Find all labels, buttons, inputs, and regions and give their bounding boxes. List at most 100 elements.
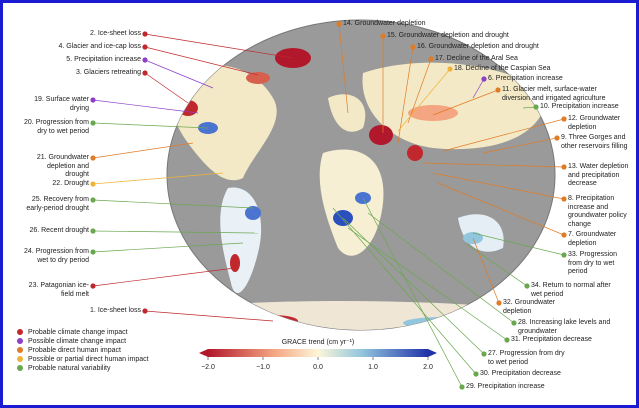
callout-label: 9. Three Gorges and other reservoirs fil… [561, 134, 628, 150]
callout-dot [533, 104, 539, 110]
leader-line [472, 78, 485, 99]
callout-dot [459, 384, 465, 390]
callout-dot [561, 252, 567, 258]
callout-dot [561, 232, 567, 238]
legend-item: Possible or partial direct human impact [17, 356, 149, 363]
callout-dot [90, 120, 96, 126]
legend-item: Possible climate change impact [17, 338, 126, 345]
leader-line [397, 46, 414, 144]
callout-label: 21. Groundwater depletion and drought [36, 154, 89, 178]
callout-label: 17. Decline of the Aral Sea [435, 55, 518, 62]
leader-line [367, 212, 515, 324]
callout-label: 27. Progression from dry to wet period [488, 350, 565, 366]
leader-line [464, 242, 528, 287]
callout-label: 20. Progression from dry to wet period [24, 119, 89, 135]
leader-line [362, 197, 463, 388]
callout-dot [511, 320, 517, 326]
leader-line [432, 172, 565, 200]
colorbar-title: GRACE trend (cm yr⁻¹) [282, 339, 355, 346]
callout-dot [561, 164, 567, 170]
leader-line [397, 68, 451, 132]
leader-line [338, 23, 349, 114]
map-layer: GRACE trend (cm yr⁻¹) −2.0 −1.0 0.0 1.0 2.0 [90, 19, 567, 390]
callout-label: 8. Precipitation increase and groundwate… [568, 195, 627, 228]
callout-dot [90, 155, 96, 161]
leader-line [432, 89, 499, 116]
colorbar-tick-label: 2.0 [423, 364, 433, 371]
callout-dot [380, 33, 386, 39]
callout-label: 15. Groundwater depletion and drought [387, 32, 509, 39]
callout-label: 23. Patagonian ice-field melt [28, 282, 89, 298]
callout-dot [90, 97, 96, 103]
colorbar-tick-label: −1.0 [256, 364, 270, 371]
callout-label: 10. Precipitation increase [540, 103, 619, 110]
callout-label: 12. Groundwater depletion [568, 115, 621, 131]
callout-label: 18. Decline of the Caspian Sea [454, 65, 551, 72]
callout-dot [473, 371, 479, 377]
callout-dot [496, 300, 502, 306]
callout-label: 16. Groundwater depletion and drought [417, 43, 539, 50]
colorbar-tick-label: −2.0 [201, 364, 215, 371]
leader-line [144, 33, 294, 59]
callout-label: 1. Ice-sheet loss [90, 307, 141, 314]
callout-dot [142, 44, 148, 50]
callout-label: 24. Progression from wet to dry period [24, 248, 89, 264]
legend-swatch [17, 347, 23, 353]
legend-label: Possible or partial direct human impact [28, 356, 149, 363]
leader-line [144, 72, 189, 104]
leader-lines [90, 21, 567, 390]
leader-line [92, 242, 244, 253]
legend-label: Possible climate change impact [28, 338, 127, 345]
callout-label: 25. Recovery from early-period drought [26, 196, 89, 212]
callout-label: 4. Glacier and ice-cap loss [58, 43, 141, 50]
callout-label: 22. Drought [52, 180, 89, 187]
callout-dot [481, 76, 487, 82]
callout-label: 29. Precipitation increase [466, 383, 545, 390]
legend-label: Probable natural variability [28, 365, 111, 372]
callout-dot [554, 135, 560, 141]
callout-dot [561, 116, 567, 122]
callout-dot [495, 87, 501, 93]
leader-line [472, 232, 565, 256]
leader-line [92, 122, 209, 129]
legend-item: Probable natural variability [17, 365, 111, 372]
callout-label: 11. Glacier melt, surface-water diversio… [502, 86, 606, 102]
callout-dot [142, 70, 148, 76]
callout-label: 5. Precipitation increase [66, 56, 141, 63]
callout-dot [142, 31, 148, 37]
callout-label: 30. Precipitation decrease [480, 370, 561, 377]
leader-line [92, 230, 259, 234]
leader-line [482, 137, 558, 154]
callout-dot [90, 181, 96, 187]
legend-item: Probable climate change impact [17, 329, 128, 336]
legend-label: Probable climate change impact [28, 329, 128, 336]
callout-dot [447, 66, 453, 72]
leader-line [347, 227, 508, 341]
leader-line [144, 46, 259, 76]
callout-label: 26. Recent drought [29, 227, 89, 234]
legend-swatch [17, 356, 23, 362]
callout-dot [90, 197, 96, 203]
callout-dot [561, 196, 567, 202]
leader-line [92, 172, 224, 185]
colorbar: GRACE trend (cm yr⁻¹) −2.0 −1.0 0.0 1.0 2.0 [199, 339, 437, 371]
callout-dot [336, 21, 342, 27]
callout-label: 34. Return to normal after wet period [531, 282, 611, 298]
leader-line [92, 142, 194, 159]
callout-dot [504, 337, 510, 343]
callout-label: 33. Progression from dry to wet period [568, 251, 618, 275]
callout-dot [142, 308, 148, 314]
legend-swatch [17, 329, 23, 335]
leader-line [92, 267, 236, 287]
callout-dot [90, 228, 96, 234]
callout-label: 3. Glaciers retreating [76, 69, 141, 76]
legend-label: Probable direct human impact [28, 347, 121, 354]
callout-dot [90, 249, 96, 255]
callout-dot [428, 56, 434, 62]
legend-swatch [17, 365, 23, 371]
callout-label: 19. Surface water drying [34, 96, 89, 112]
callout-label: 6. Precipitation increase [488, 75, 563, 82]
callout-dot [481, 351, 487, 357]
leader-line [144, 310, 274, 322]
callout-label: 28. Increasing lake levels and groundwat… [518, 319, 611, 335]
